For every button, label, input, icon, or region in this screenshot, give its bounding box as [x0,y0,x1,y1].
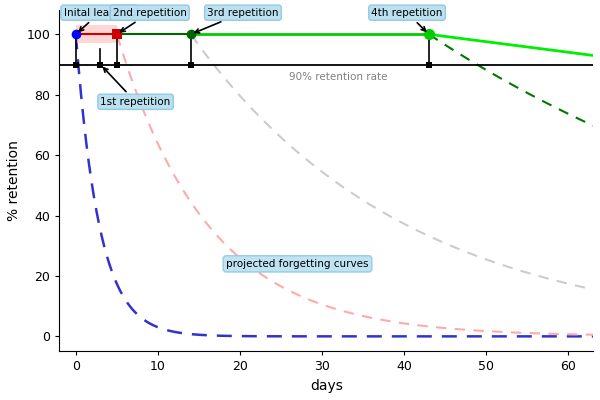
Text: 90% retention rate: 90% retention rate [289,72,388,82]
Text: 3rd repetition: 3rd repetition [195,8,278,33]
Text: Inital learning: Inital learning [64,8,136,31]
Text: 1st repetition: 1st repetition [100,68,171,107]
Text: 4th repetition: 4th repetition [371,8,443,31]
Y-axis label: % retention: % retention [7,140,21,221]
FancyBboxPatch shape [76,25,117,43]
Text: projected forgetting curves: projected forgetting curves [226,259,369,269]
Text: 2nd repetition: 2nd repetition [113,8,187,32]
X-axis label: days: days [310,379,343,393]
